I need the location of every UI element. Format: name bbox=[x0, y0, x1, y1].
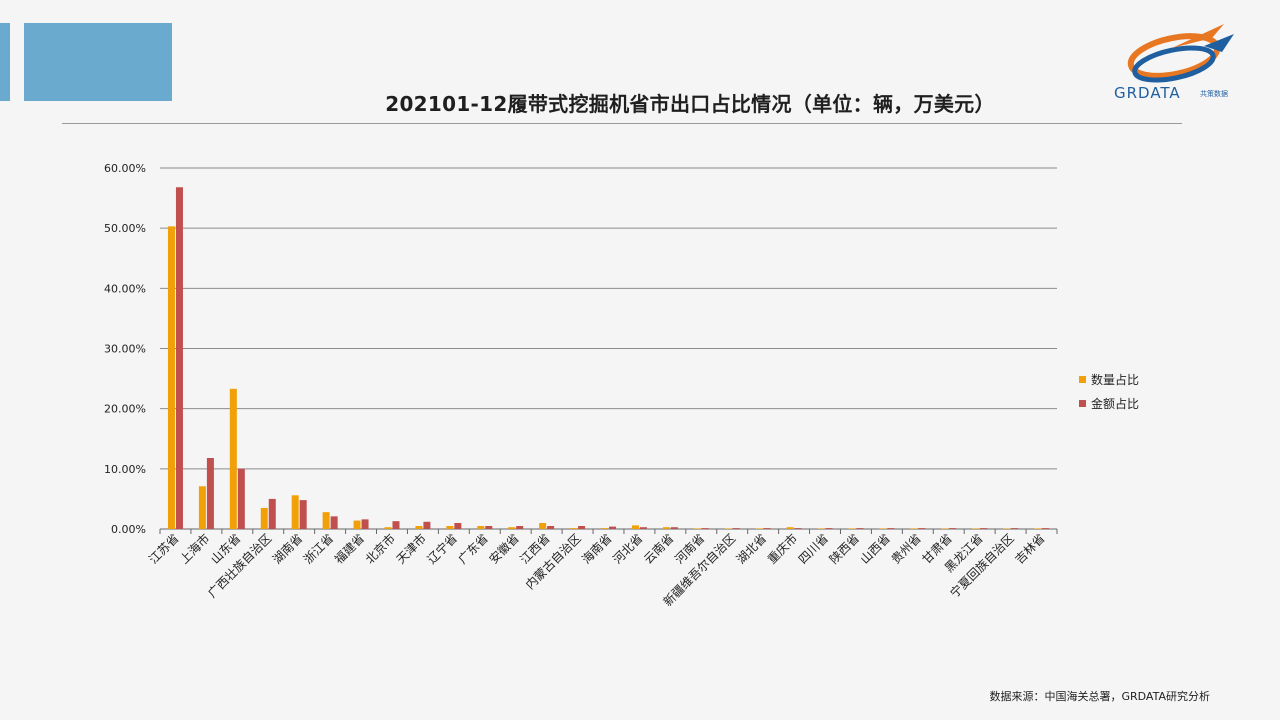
x-tick-label: 广东省 bbox=[456, 531, 491, 566]
bar-quantity bbox=[848, 528, 856, 529]
title-divider bbox=[62, 123, 1182, 124]
bar-amount bbox=[578, 525, 586, 529]
bar-amount bbox=[330, 516, 338, 529]
bar-quantity bbox=[198, 486, 206, 529]
bar-quantity bbox=[601, 528, 608, 529]
bar-quantity bbox=[1034, 528, 1042, 529]
bar-amount bbox=[887, 528, 895, 529]
bar-amount bbox=[1042, 528, 1050, 529]
bar-quantity bbox=[662, 527, 670, 529]
x-tick-label: 吉林省 bbox=[1012, 531, 1047, 566]
x-tick-label: 山西省 bbox=[858, 531, 893, 566]
y-tick-label: 30.00% bbox=[104, 343, 146, 356]
bar-quantity bbox=[446, 525, 454, 529]
y-tick-label: 10.00% bbox=[104, 463, 146, 476]
x-tick-label: 贵州省 bbox=[889, 531, 924, 566]
x-tick-label: 北京市 bbox=[362, 531, 398, 567]
bar-amount bbox=[516, 525, 524, 529]
bar-quantity bbox=[291, 495, 299, 529]
bar-quantity bbox=[353, 520, 361, 529]
x-tick-label: 福建省 bbox=[331, 531, 367, 567]
bar-amount bbox=[980, 528, 988, 529]
bar-quantity bbox=[384, 527, 392, 529]
x-tick-label: 上海市 bbox=[176, 531, 212, 567]
x-tick-label: 陕西省 bbox=[826, 531, 862, 567]
bar-amount bbox=[485, 525, 493, 529]
bar-quantity bbox=[631, 525, 639, 529]
legend-label: 金额占比 bbox=[1091, 396, 1139, 411]
x-tick-label: 湖南省 bbox=[269, 531, 305, 567]
source-note: 数据来源：中国海关总署，GRDATA研究分析 bbox=[989, 690, 1210, 703]
y-tick-label: 20.00% bbox=[104, 403, 146, 416]
bar-amount bbox=[825, 528, 833, 529]
bar-amount bbox=[175, 187, 183, 529]
bar-quantity bbox=[755, 528, 763, 529]
bar-quantity bbox=[910, 528, 918, 529]
bar-quantity bbox=[786, 527, 794, 529]
grdata-logo-icon bbox=[1127, 24, 1234, 83]
bar-amount bbox=[361, 519, 369, 529]
bar-quantity bbox=[415, 525, 423, 529]
accent-block bbox=[24, 23, 172, 101]
bar-amount bbox=[423, 521, 431, 529]
bar-amount bbox=[206, 458, 214, 529]
bar-amount bbox=[268, 498, 276, 529]
x-tick-label: 云南省 bbox=[640, 531, 676, 567]
x-tick-label: 天津市 bbox=[393, 531, 429, 567]
accent-strip bbox=[0, 23, 10, 101]
x-tick-label: 重庆市 bbox=[764, 531, 800, 567]
bar-quantity bbox=[539, 522, 547, 529]
bar-amount bbox=[763, 528, 771, 529]
y-tick-label: 60.00% bbox=[104, 162, 146, 175]
x-tick-label: 浙江省 bbox=[301, 531, 336, 566]
bar-quantity bbox=[972, 528, 980, 529]
bar-amount bbox=[547, 525, 555, 529]
y-tick-label: 0.00% bbox=[111, 523, 146, 536]
legend-swatch bbox=[1079, 376, 1086, 383]
x-tick-label: 海南省 bbox=[579, 531, 615, 567]
x-tick-label: 河北省 bbox=[610, 531, 645, 566]
bar-quantity bbox=[817, 528, 825, 529]
logo-subtext: 共策数据 bbox=[1200, 90, 1228, 98]
y-tick-label: 40.00% bbox=[104, 282, 146, 295]
bar-quantity bbox=[879, 528, 887, 529]
bar-amount bbox=[392, 521, 400, 529]
bar-amount bbox=[609, 526, 616, 529]
bar-quantity bbox=[724, 528, 732, 529]
bar-amount bbox=[454, 522, 462, 529]
bar-amount bbox=[1011, 528, 1019, 529]
bar-quantity bbox=[229, 388, 237, 529]
bar-amount bbox=[670, 527, 678, 529]
legend-swatch bbox=[1079, 400, 1086, 407]
bar-amount bbox=[918, 528, 926, 529]
bar-amount bbox=[732, 528, 740, 529]
page-title: 202101-12履带式挖掘机省市出口占比情况（单位：辆，万美元） bbox=[385, 92, 995, 116]
bar-amount bbox=[949, 528, 957, 529]
bar-quantity bbox=[508, 527, 516, 529]
bar-quantity bbox=[941, 528, 949, 529]
bar-amount bbox=[856, 528, 864, 529]
bar-amount bbox=[299, 500, 307, 529]
bar-quantity bbox=[322, 512, 330, 529]
x-tick-label: 辽宁省 bbox=[424, 531, 460, 567]
x-tick-label: 安徽省 bbox=[486, 531, 522, 567]
y-tick-label: 50.00% bbox=[104, 222, 146, 235]
bar-amount bbox=[701, 528, 709, 529]
bar-quantity bbox=[260, 507, 268, 529]
logo-text: GRDATA bbox=[1114, 84, 1181, 102]
x-tick-label: 湖北省 bbox=[733, 531, 769, 567]
bar-quantity bbox=[570, 528, 578, 529]
bar-quantity bbox=[477, 525, 485, 529]
bar-quantity bbox=[167, 226, 175, 529]
bar-amount bbox=[237, 468, 245, 529]
x-tick-label: 江苏省 bbox=[146, 531, 181, 566]
x-tick-label: 四川省 bbox=[796, 531, 831, 566]
bar-quantity bbox=[693, 528, 701, 529]
bar-quantity bbox=[1003, 528, 1011, 529]
bar-amount bbox=[794, 528, 802, 529]
legend-label: 数量占比 bbox=[1091, 372, 1139, 387]
bar-amount bbox=[639, 527, 647, 529]
